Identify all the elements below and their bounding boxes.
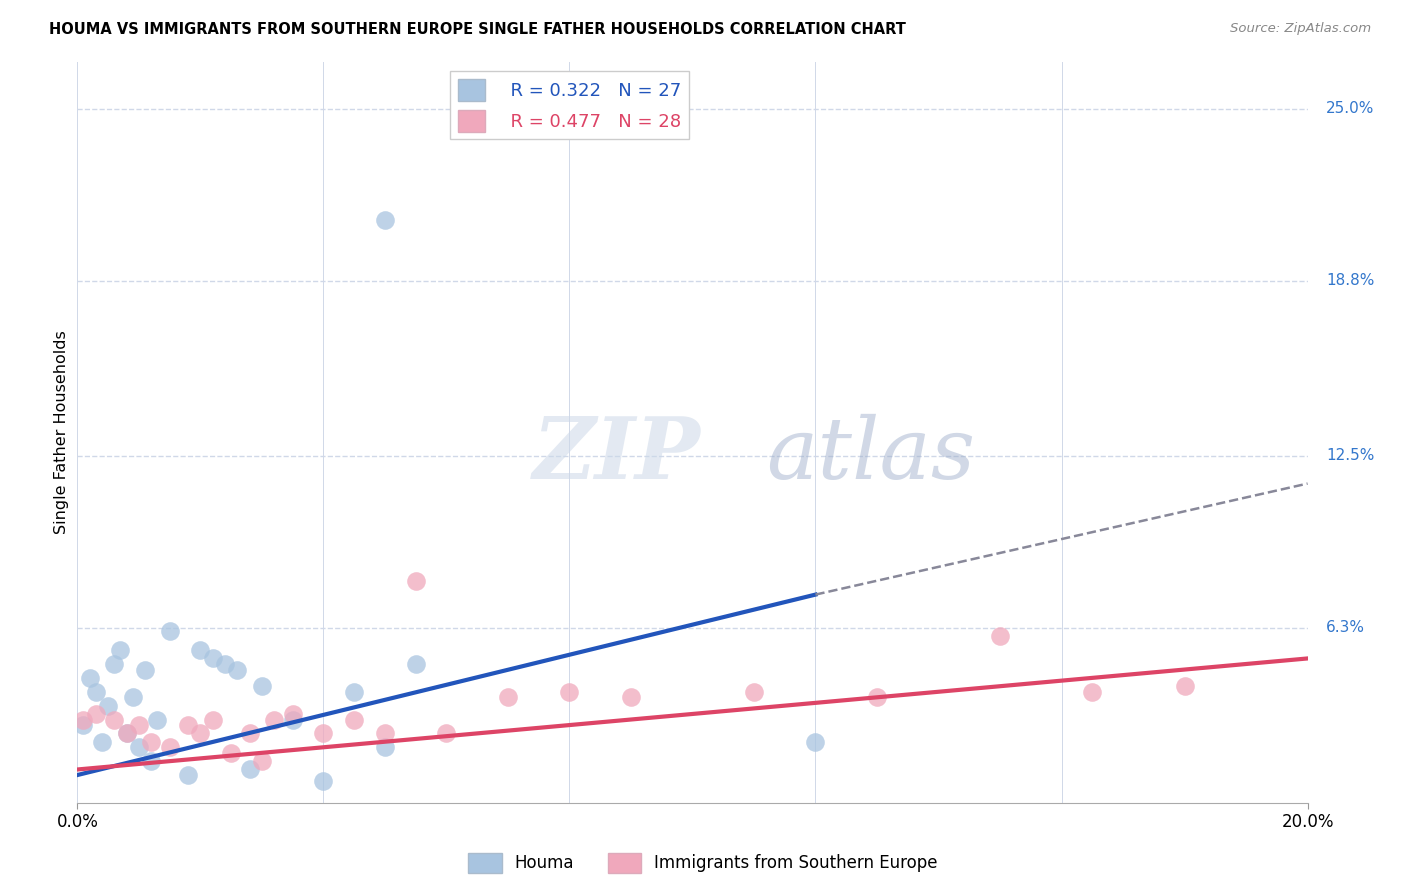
Point bbox=[312, 773, 335, 788]
Legend:   R = 0.322   N = 27,   R = 0.477   N = 28: R = 0.322 N = 27, R = 0.477 N = 28 bbox=[450, 71, 689, 139]
Point bbox=[146, 713, 169, 727]
Point bbox=[128, 718, 150, 732]
Point bbox=[405, 657, 427, 671]
Point bbox=[988, 629, 1011, 643]
Text: 18.8%: 18.8% bbox=[1326, 274, 1375, 288]
Point bbox=[79, 671, 101, 685]
Point bbox=[177, 768, 200, 782]
Legend: Houma, Immigrants from Southern Europe: Houma, Immigrants from Southern Europe bbox=[461, 847, 945, 880]
Point bbox=[374, 740, 396, 755]
Point bbox=[239, 763, 262, 777]
Point bbox=[121, 690, 143, 705]
Point bbox=[281, 713, 304, 727]
Point bbox=[436, 726, 458, 740]
Point bbox=[84, 685, 107, 699]
Point bbox=[134, 663, 156, 677]
Point bbox=[343, 685, 366, 699]
Point bbox=[141, 754, 163, 768]
Point bbox=[159, 740, 181, 755]
Point bbox=[141, 735, 163, 749]
Point bbox=[1174, 679, 1197, 693]
Text: HOUMA VS IMMIGRANTS FROM SOUTHERN EUROPE SINGLE FATHER HOUSEHOLDS CORRELATION CH: HOUMA VS IMMIGRANTS FROM SOUTHERN EUROPE… bbox=[49, 22, 905, 37]
Point bbox=[1081, 685, 1104, 699]
Text: ZIP: ZIP bbox=[533, 413, 700, 497]
Point bbox=[263, 713, 285, 727]
Point bbox=[214, 657, 236, 671]
Text: 6.3%: 6.3% bbox=[1326, 621, 1365, 635]
Point bbox=[110, 643, 132, 657]
Point bbox=[72, 713, 94, 727]
Point bbox=[115, 726, 138, 740]
Text: Source: ZipAtlas.com: Source: ZipAtlas.com bbox=[1230, 22, 1371, 36]
Point bbox=[103, 657, 125, 671]
Point bbox=[742, 685, 765, 699]
Point bbox=[159, 624, 181, 638]
Point bbox=[239, 726, 262, 740]
Point bbox=[115, 726, 138, 740]
Point bbox=[620, 690, 643, 705]
Point bbox=[558, 685, 581, 699]
Text: atlas: atlas bbox=[766, 414, 976, 496]
Point bbox=[201, 713, 224, 727]
Point bbox=[250, 679, 273, 693]
Point bbox=[250, 754, 273, 768]
Point bbox=[343, 713, 366, 727]
Point bbox=[866, 690, 889, 705]
Point bbox=[84, 706, 107, 721]
Point bbox=[804, 735, 827, 749]
Point bbox=[496, 690, 519, 705]
Point bbox=[405, 574, 427, 588]
Point bbox=[97, 698, 120, 713]
Point bbox=[201, 651, 224, 665]
Text: 12.5%: 12.5% bbox=[1326, 449, 1375, 463]
Point bbox=[90, 735, 114, 749]
Point bbox=[219, 746, 242, 760]
Point bbox=[188, 643, 212, 657]
Y-axis label: Single Father Households: Single Father Households bbox=[53, 331, 69, 534]
Point bbox=[128, 740, 150, 755]
Point bbox=[312, 726, 335, 740]
Point bbox=[374, 212, 396, 227]
Point bbox=[281, 706, 304, 721]
Point bbox=[103, 713, 125, 727]
Point bbox=[226, 663, 249, 677]
Text: 25.0%: 25.0% bbox=[1326, 102, 1375, 116]
Point bbox=[374, 726, 396, 740]
Point bbox=[188, 726, 212, 740]
Point bbox=[177, 718, 200, 732]
Point bbox=[72, 718, 94, 732]
